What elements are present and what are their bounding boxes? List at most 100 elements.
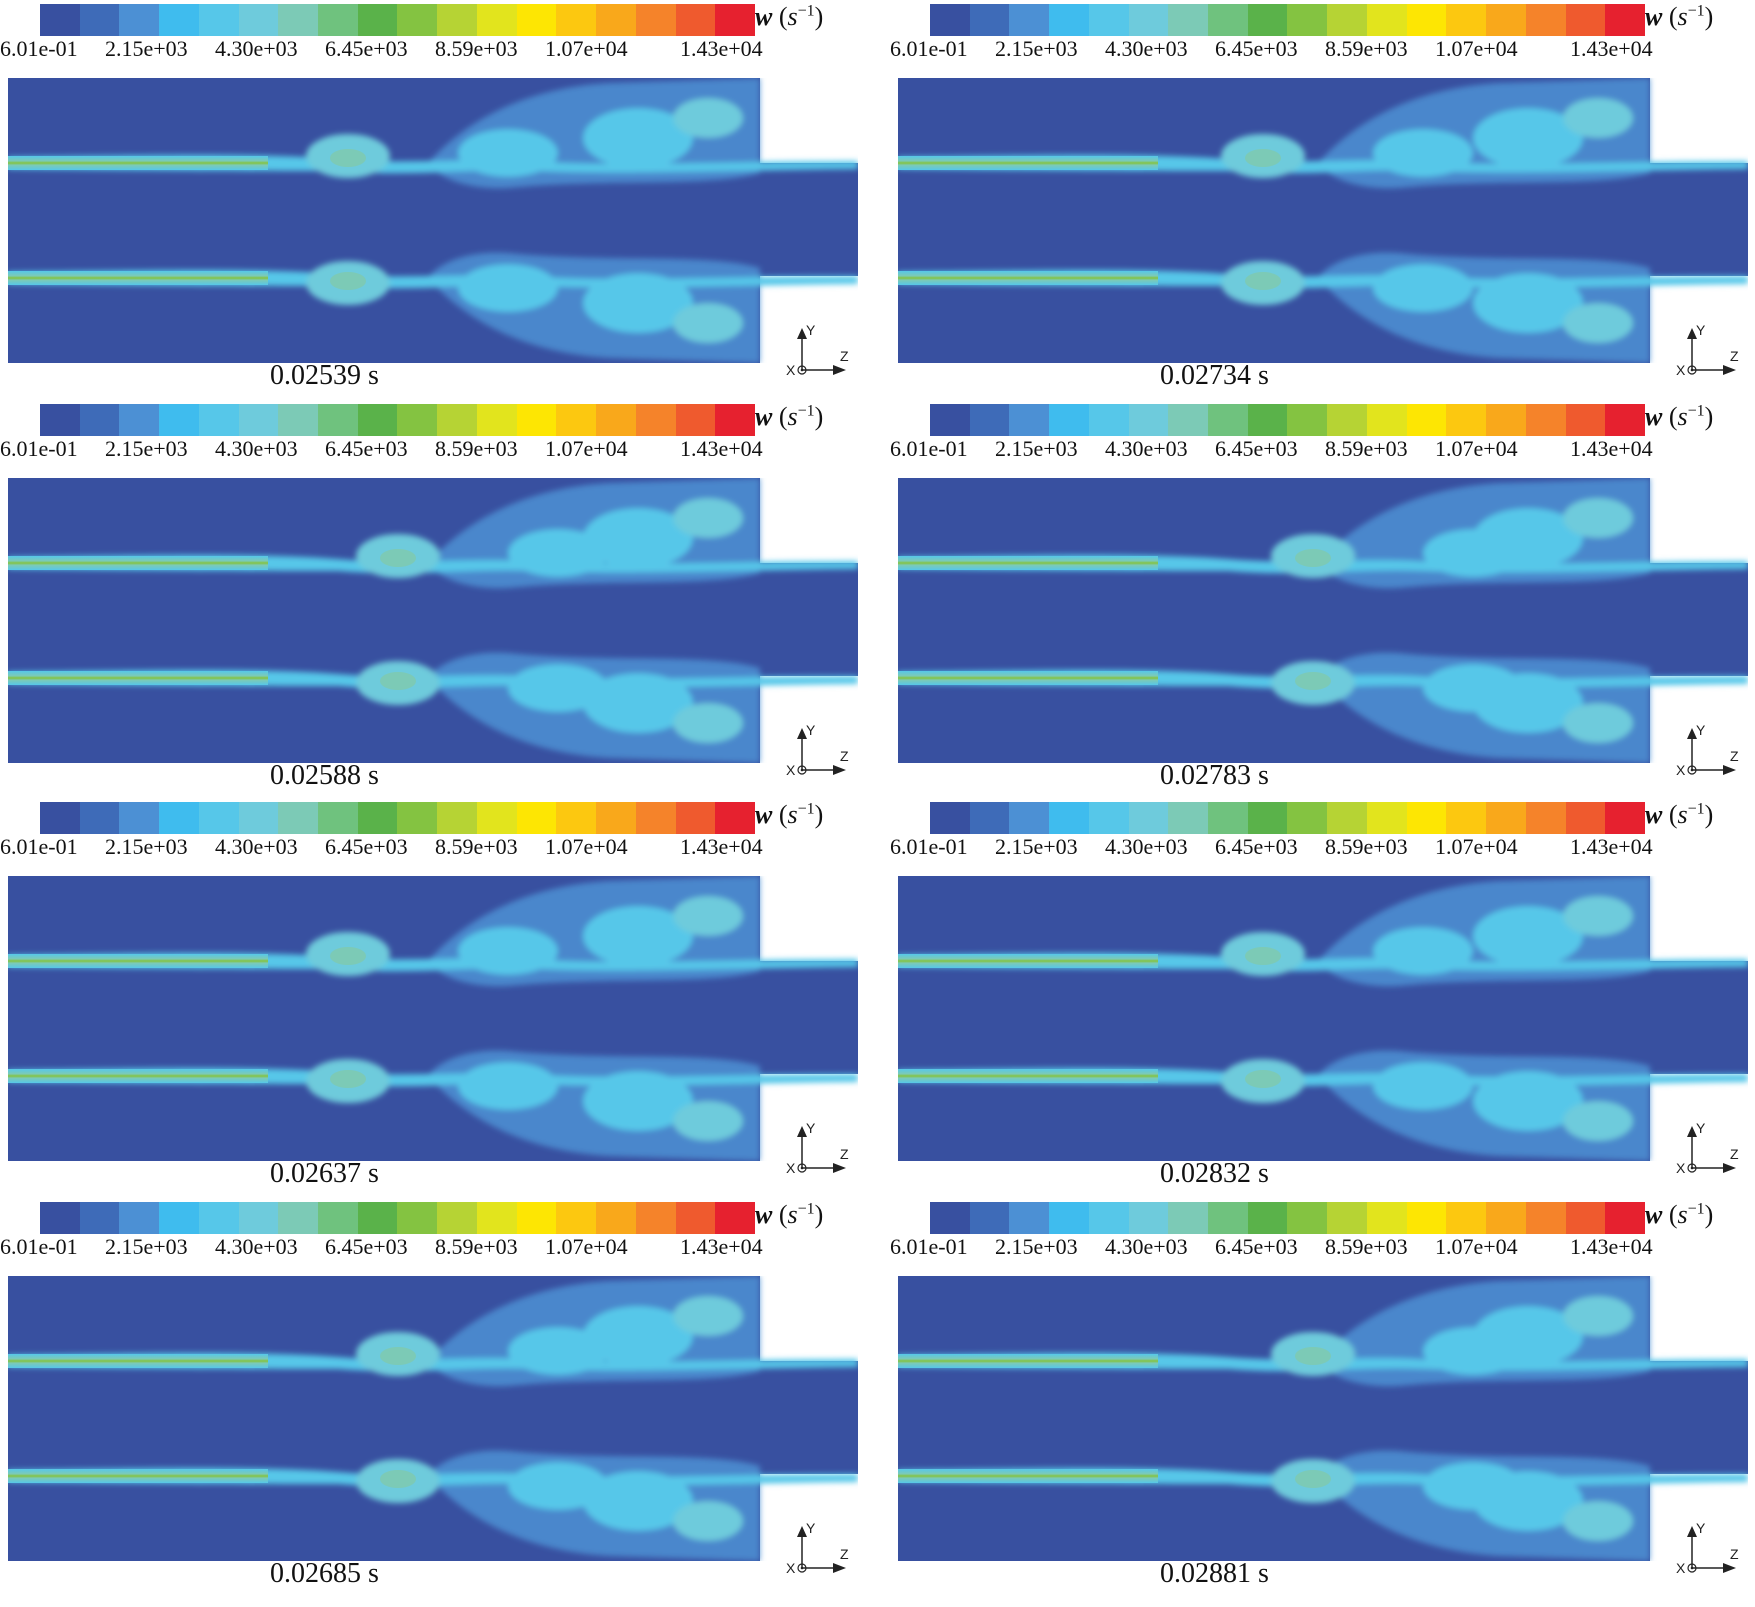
colorbar-swatch — [1565, 1202, 1606, 1234]
colorbar-swatch — [1049, 4, 1089, 36]
colorbar-swatch — [596, 4, 636, 36]
contour-plot — [8, 1276, 858, 1561]
colorbar-tick-label: 8.59e+03 — [435, 1234, 518, 1259]
colorbar-swatch — [159, 1202, 199, 1234]
colorbar-swatch — [1287, 802, 1328, 834]
colorbar-swatch — [198, 4, 239, 36]
inlet-jet — [8, 954, 268, 968]
contour-panel: w (s−1) 6.01e-01 2.15e+03 4.30e+03 6.45e+03 8… — [0, 1198, 870, 1593]
colorbar-tick-label: 1.43e+04 — [1570, 834, 1653, 859]
colorbar-swatch — [1128, 404, 1169, 436]
colorbar-tick-label: 1.07e+04 — [545, 1234, 628, 1259]
colorbar-swatch — [930, 802, 970, 834]
colorbar-swatch — [357, 1202, 398, 1234]
colorbar-tick-label: 1.07e+04 — [545, 36, 628, 61]
colorbar-ticks: 6.01e-01 2.15e+03 4.30e+03 6.45e+03 8.59e+03… — [0, 36, 780, 66]
colorbar-swatch — [1088, 404, 1129, 436]
contour-area — [898, 78, 1748, 363]
colorbar-tick-label: 6.01e-01 — [890, 1234, 968, 1259]
unit-exponent: −1 — [797, 402, 815, 420]
colorbar-swatch — [1208, 802, 1248, 834]
colorbar-unit-label: w (s−1) — [755, 402, 824, 431]
time-label: 0.02783 s — [1160, 760, 1269, 791]
colorbar-swatch — [556, 802, 597, 834]
axis-label-y: Y — [1696, 325, 1706, 338]
colorbar-swatch — [476, 802, 517, 834]
colorbar-swatch — [397, 404, 438, 436]
colorbar-tick-label: 6.01e-01 — [890, 36, 968, 61]
colorbar-swatch — [1366, 1202, 1407, 1234]
colorbar-tick-label: 2.15e+03 — [105, 834, 188, 859]
colorbar-swatch — [715, 404, 755, 436]
axis-label-y: Y — [806, 1523, 816, 1536]
inlet-jet — [8, 671, 268, 685]
contour-plot — [898, 78, 1748, 363]
colorbar-tick-label: 6.01e-01 — [0, 436, 78, 461]
colorbar-swatch — [278, 1202, 319, 1234]
contour-plot — [898, 478, 1748, 763]
variable-symbol: w — [755, 402, 773, 431]
axis-label-y: Y — [1696, 1123, 1706, 1136]
unit-exponent: −1 — [1687, 402, 1705, 420]
inlet-jet — [898, 671, 1158, 685]
colorbar-swatch — [238, 4, 279, 36]
colorbar-tick-label: 1.43e+04 — [680, 834, 763, 859]
colorbar-swatch — [1168, 4, 1209, 36]
colorbar-swatch — [1605, 1202, 1645, 1234]
variable-symbol: w — [1645, 1200, 1663, 1229]
colorbar-tick-label: 1.07e+04 — [1435, 1234, 1518, 1259]
colorbar-swatch — [1088, 4, 1129, 36]
inlet-jet — [8, 1354, 268, 1368]
colorbar-swatch — [1406, 4, 1447, 36]
colorbar-swatch — [1009, 4, 1050, 36]
colorbar-swatch — [715, 1202, 755, 1234]
colorbar-swatch — [1446, 1202, 1487, 1234]
colorbar-tick-label: 1.43e+04 — [1570, 36, 1653, 61]
inlet-jet — [898, 1354, 1158, 1368]
colorbar-swatch — [516, 802, 557, 834]
axis-triad: Y Z X — [1676, 1120, 1739, 1176]
colorbar-swatch — [40, 802, 80, 834]
colorbar-swatch — [1366, 4, 1407, 36]
colorbar-ticks: 6.01e-01 2.15e+03 4.30e+03 6.45e+03 8.59e+03… — [890, 1234, 1670, 1264]
axis-label-z: Z — [1730, 348, 1739, 364]
colorbar-tick-label: 8.59e+03 — [1325, 436, 1408, 461]
axis-label-z: Z — [840, 1546, 849, 1562]
colorbar-swatch — [556, 4, 597, 36]
axis-label-x: X — [1676, 1160, 1686, 1176]
colorbar-swatch — [437, 404, 477, 436]
axis-triad-container: Y Z X — [780, 722, 850, 787]
colorbar-swatch — [635, 1202, 676, 1234]
axis-triad-container: Y Z X — [1670, 722, 1740, 787]
colorbar-swatch — [1486, 1202, 1526, 1234]
colorbar-tick-label: 2.15e+03 — [995, 436, 1078, 461]
colorbar-swatch — [1327, 802, 1367, 834]
colorbar-swatch — [357, 404, 398, 436]
colorbar-swatch — [79, 802, 120, 834]
variable-symbol: w — [1645, 2, 1663, 31]
contour-panel: w (s−1) 6.01e-01 2.15e+03 4.30e+03 6.45e+03 8… — [890, 798, 1755, 1193]
colorbar-swatch — [596, 1202, 636, 1234]
colorbar-swatch — [635, 4, 676, 36]
time-label: 0.02832 s — [1160, 1158, 1269, 1189]
colorbar-swatch — [1605, 404, 1645, 436]
inlet-jet — [898, 271, 1158, 285]
colorbar-swatch — [1366, 802, 1407, 834]
unit-base: s — [787, 800, 798, 829]
colorbar-swatch — [476, 4, 517, 36]
axis-label-x: X — [1676, 362, 1686, 378]
colorbar-swatch — [1565, 404, 1606, 436]
colorbar-swatch — [318, 1202, 358, 1234]
colorbar-unit-label: w (s−1) — [755, 2, 824, 31]
colorbar-swatch — [1049, 1202, 1089, 1234]
axis-triad-container: Y Z X — [1670, 322, 1740, 387]
axis-triad-container: Y Z X — [780, 1120, 850, 1185]
colorbar-tick-label: 1.07e+04 — [545, 436, 628, 461]
contour-area — [8, 876, 858, 1161]
colorbar-tick-label: 4.30e+03 — [1105, 436, 1188, 461]
colorbar-swatch — [969, 802, 1010, 834]
colorbar-swatch — [1009, 1202, 1050, 1234]
colorbar-swatch — [1366, 404, 1407, 436]
colorbar-swatch — [1525, 4, 1566, 36]
colorbar-swatch — [1525, 802, 1566, 834]
